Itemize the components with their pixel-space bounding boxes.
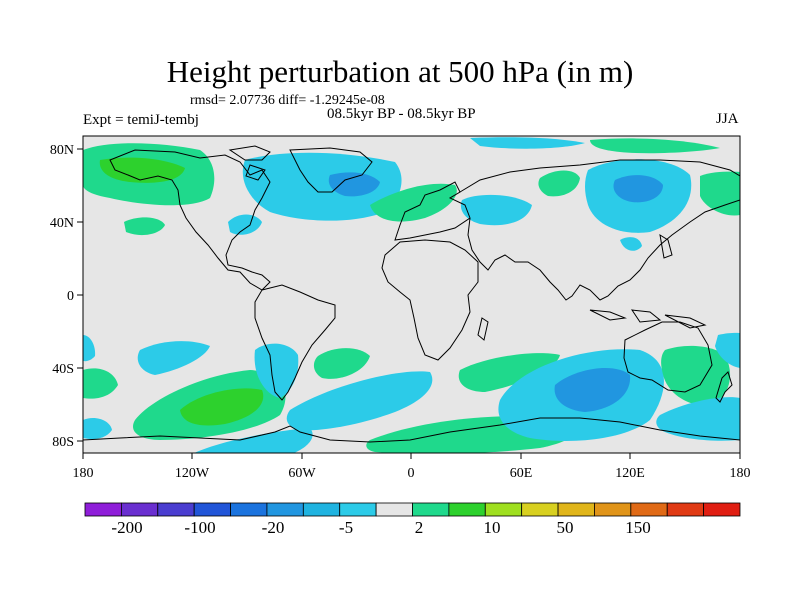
anomaly-region-green xyxy=(661,345,731,406)
colorbar-swatch xyxy=(594,502,632,517)
anomaly-region-green xyxy=(458,353,560,392)
europe-coast xyxy=(394,181,471,241)
colorbar-swatch xyxy=(448,502,486,517)
anomaly-region-green xyxy=(99,157,185,183)
anomaly-region-light-blue xyxy=(137,341,210,375)
coastlines xyxy=(83,145,740,443)
anomaly-region-green xyxy=(538,170,580,197)
anomaly-region-light-blue xyxy=(715,332,740,368)
colorbar-labels: -200 -100 -20 -5 2 10 50 150 xyxy=(111,518,650,537)
lat-label: 40S xyxy=(52,362,74,377)
anomaly-region-light-blue xyxy=(83,418,112,440)
japan-coast xyxy=(659,233,673,259)
season-label: JJA xyxy=(716,111,739,127)
colorbar-swatch xyxy=(484,502,523,517)
lat-label: 40N xyxy=(50,216,74,231)
colorbar-swatch xyxy=(266,502,304,517)
anomaly-region-light-blue xyxy=(620,237,642,251)
asia-coast xyxy=(459,159,740,301)
colorbar-swatch xyxy=(230,502,268,517)
anomaly-region-light-blue xyxy=(286,371,433,431)
colorbar-swatch xyxy=(157,502,195,517)
anomaly-fields xyxy=(83,137,740,453)
anomaly-region-green xyxy=(83,368,118,399)
lat-label: 80S xyxy=(52,435,74,450)
anomaly-region-green xyxy=(124,217,165,236)
colorbar-swatch xyxy=(412,502,450,517)
map-panel: 80N 40N 0 40S 80S 180 120W 60W 0 60E 120… xyxy=(50,135,751,481)
lon-label: 0 xyxy=(408,466,415,481)
colorbar-label: 10 xyxy=(484,518,501,537)
africa-coast xyxy=(381,239,479,361)
lon-labels: 180 120W 60W 0 60E 120E 180 xyxy=(73,466,751,481)
colorbar-label: -20 xyxy=(262,518,285,537)
plot-title: Height perturbation at 500 hPa (in m) xyxy=(166,54,634,89)
colorbar-swatch xyxy=(302,502,341,517)
lon-label: 120E xyxy=(615,466,645,481)
anomaly-region-blue xyxy=(554,367,631,412)
colorbar-swatch xyxy=(666,502,705,517)
colorbar-label: -5 xyxy=(339,518,353,537)
colorbar-label: -200 xyxy=(111,518,142,537)
lon-ticks xyxy=(82,453,741,459)
arctic-islands-coast xyxy=(228,145,271,181)
colorbar-swatch xyxy=(120,502,159,517)
lat-ticks xyxy=(77,148,83,442)
colorbar-swatch xyxy=(521,502,559,517)
anomaly-region-light-blue xyxy=(83,335,96,362)
colorbar-swatch xyxy=(703,502,741,517)
anomaly-region-green xyxy=(180,388,264,426)
greenland-coast xyxy=(289,147,373,193)
anomaly-region-light-blue xyxy=(194,428,313,453)
lon-label: 180 xyxy=(730,466,751,481)
south-america-coast xyxy=(254,284,336,401)
anomaly-region-green xyxy=(700,171,740,216)
anomaly-region-blue xyxy=(613,175,663,203)
anomaly-region-light-blue xyxy=(460,194,532,226)
experiment-label: Expt = temiJ-tembj xyxy=(83,112,199,128)
colorbar-swatch xyxy=(193,502,231,517)
anomaly-region-light-blue xyxy=(228,214,262,235)
colorbar xyxy=(84,502,741,517)
anomaly-region-green xyxy=(313,348,370,379)
colorbar-label: 2 xyxy=(415,518,424,537)
anomaly-region-light-blue xyxy=(656,397,740,441)
anomaly-region-light-blue xyxy=(254,343,299,398)
anomaly-region-green xyxy=(370,183,457,222)
colorbar-label: 50 xyxy=(557,518,574,537)
anomaly-region-light-blue xyxy=(470,137,585,149)
lon-label: 60E xyxy=(510,466,533,481)
stats-label: rmsd= 2.07736 diff= -1.29245e-08 xyxy=(190,93,385,108)
lat-label: 0 xyxy=(67,289,74,304)
colorbar-label: -100 xyxy=(184,518,215,537)
colorbar-swatch xyxy=(339,502,377,517)
anomaly-region-green xyxy=(590,138,720,154)
period-label: 08.5kyr BP - 08.5kyr BP xyxy=(327,106,476,122)
colorbar-swatch xyxy=(557,502,595,517)
lon-label: 180 xyxy=(73,466,94,481)
australia-coast xyxy=(623,321,713,393)
lat-label: 80N xyxy=(50,143,74,158)
north-america-coast xyxy=(109,149,271,291)
indonesia-coast xyxy=(589,309,707,329)
colorbar-swatch xyxy=(375,502,413,517)
anomaly-region-light-blue xyxy=(242,152,402,221)
lon-label: 60W xyxy=(288,466,316,481)
antarctica-coast xyxy=(83,417,740,443)
lon-label: 120W xyxy=(175,466,210,481)
colorbar-swatch xyxy=(84,502,122,517)
new-zealand-coast xyxy=(715,371,733,403)
colorbar-label: 150 xyxy=(625,518,651,537)
colorbar-swatch xyxy=(630,502,668,517)
madagascar-coast xyxy=(477,317,489,341)
anomaly-region-blue xyxy=(328,172,380,197)
lat-labels: 80N 40N 0 40S 80S xyxy=(50,143,74,450)
